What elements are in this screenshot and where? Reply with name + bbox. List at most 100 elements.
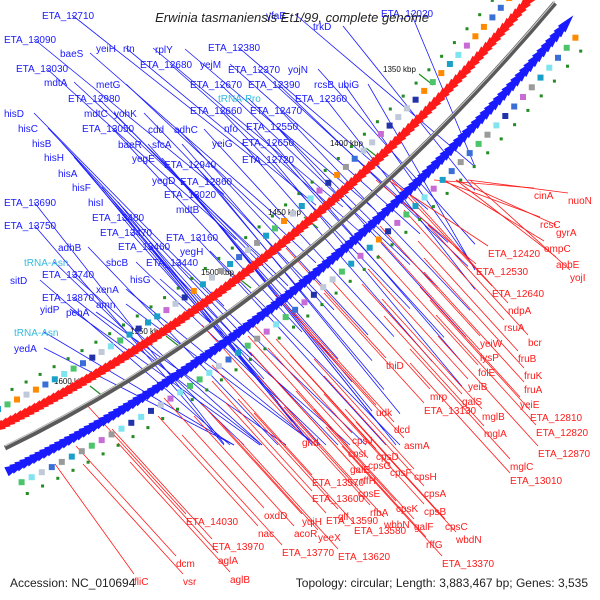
gc-marker-outer [440, 54, 444, 58]
gene-label-eta-12810: ETA_12810 [530, 413, 583, 424]
cog-category-block [126, 331, 133, 338]
gc-marker-inner [277, 336, 281, 340]
gene-label-fruk: fruK [524, 371, 543, 382]
gene-label-eta-13460: ETA_13460 [118, 242, 171, 253]
gene-label-oxdd: oxdD [264, 511, 287, 522]
gene-label-hisg: hisG [130, 275, 151, 286]
leader-line-reverse [419, 286, 521, 398]
gc-marker-inner [390, 243, 394, 247]
cog-category-block [80, 360, 86, 367]
leader-line-forward [175, 261, 367, 446]
leader-line-forward [195, 236, 387, 446]
cog-category-block [254, 239, 261, 246]
leader-line-reverse [237, 398, 339, 510]
cog-category-block [366, 244, 373, 251]
leader-line-reverse [303, 327, 405, 439]
gene-label-hisd: hisD [4, 109, 24, 120]
gene-label-eta-13580: ETA_13580 [354, 526, 407, 537]
cog-category-block [421, 194, 428, 201]
gene-label-gale: galE [350, 465, 370, 476]
gc-marker-outer [310, 180, 314, 184]
cog-category-block [236, 254, 243, 261]
gene-label-agla: aglA [218, 556, 238, 567]
cog-category-block [0, 406, 1, 413]
reverse-gene-arrow [519, 0, 536, 11]
gene-label-eta-12820: ETA_12820 [536, 428, 589, 439]
gc-marker-outer [375, 120, 379, 124]
gene-label-thid: thiD [386, 361, 404, 372]
gene-label-gals: galS [462, 397, 482, 408]
feature-tracks [0, 0, 583, 495]
gene-label-eta-13750: ETA_13750 [4, 221, 57, 232]
gene-label-lysp: lysP [480, 353, 499, 364]
gc-marker-inner [292, 325, 295, 329]
gene-label-eta-12650: ETA_12650 [242, 138, 295, 149]
gene-label-cpsa: cpsA [424, 489, 447, 500]
gc-marker-outer [297, 192, 301, 196]
gene-label-mglb: mglB [482, 412, 505, 423]
gc-marker-outer [217, 256, 221, 260]
gene-label-galf: galF [414, 522, 433, 533]
cog-category-block [244, 342, 251, 349]
gene-label-cpsd: cpsD [376, 452, 399, 463]
cog-category-block [48, 464, 55, 471]
leader-line-forward [275, 125, 467, 338]
gc-marker-inner [56, 476, 60, 480]
gc-marker-outer [149, 305, 153, 309]
cog-category-block [403, 211, 410, 218]
gc-marker-outer [52, 365, 56, 369]
leader-line-reverse [225, 402, 327, 514]
gene-label-eta-13010: ETA_13010 [510, 476, 563, 487]
gene-label-cpsc: cpsC [445, 522, 468, 533]
gene-label-sbcb: sbcB [106, 258, 129, 269]
leader-line-reverse [427, 224, 529, 336]
leader-line-forward [71, 296, 263, 446]
gc-marker-outer [203, 267, 207, 270]
gc-marker-inner [25, 492, 29, 495]
gene-label-nac: nac [258, 529, 274, 540]
leader-line-forward [209, 250, 401, 446]
scale-tick-label: 1600 kbp [54, 377, 87, 386]
gc-marker-inner [205, 388, 209, 392]
leader-line-reverse [417, 240, 519, 352]
leader-line-forward [71, 273, 263, 446]
leader-line-reverse [313, 358, 415, 470]
cog-category-block [154, 313, 161, 320]
leader-line-forward [43, 331, 235, 446]
cog-category-block [438, 70, 445, 77]
gene-label-glf: glf [338, 512, 349, 523]
gene-label-rffh: rffH [360, 476, 376, 487]
gene-label-eta-12470: ETA_12470 [250, 106, 303, 117]
cog-category-block [28, 474, 35, 481]
leader-line-forward [181, 143, 373, 361]
cog-category-block [506, 0, 513, 2]
leader-line-forward [121, 216, 313, 446]
gene-label-cpsi: cpsI [348, 449, 366, 460]
leader-line-forward [317, 68, 476, 245]
cog-category-block [466, 150, 473, 157]
gc-marker-outer [24, 380, 28, 384]
cog-category-block [395, 114, 402, 121]
leader-line-reverse [237, 438, 339, 550]
gene-label-yeig: yeiG [212, 139, 233, 150]
cog-category-block [98, 437, 105, 444]
gene-label-yeih: yeiH [96, 44, 116, 55]
cog-category-block [196, 376, 203, 383]
cog-category-block [88, 442, 95, 449]
cog-category-block [272, 225, 278, 232]
leader-line-reverse [409, 362, 511, 474]
gene-label-mrp: mrp [430, 392, 448, 403]
gc-marker-inner [459, 178, 463, 182]
gene-label-eta-12680: ETA_12680 [140, 60, 193, 71]
cog-category-block [181, 294, 188, 301]
gene-label-dcm: dcm [176, 559, 195, 570]
leader-line-forward [159, 278, 351, 446]
gene-label-apbe: apbE [556, 260, 580, 271]
cog-category-block [412, 203, 419, 209]
cog-category-block [439, 176, 446, 183]
gene-label-eta-12390: ETA_12390 [248, 80, 301, 91]
gene-label-rcsc: rcsC [540, 220, 561, 231]
gene-label-eta-13480: ETA_13480 [92, 213, 145, 224]
cog-category-block [412, 96, 419, 103]
